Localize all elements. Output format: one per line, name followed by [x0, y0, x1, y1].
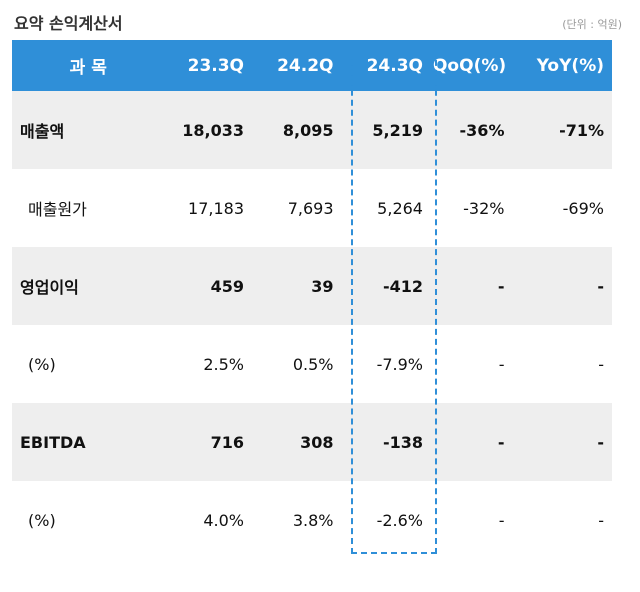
cell-23-3q: 2.5%: [203, 354, 245, 374]
cell-qoq: -: [498, 510, 505, 530]
page-title: 요약 손익계산서: [14, 14, 123, 33]
cell-yoy: -: [598, 510, 604, 530]
cell-yoy: -: [597, 432, 604, 452]
table-row-cogs: 매출원가 17,183 7,693 5,264 -32% -69%: [12, 169, 612, 247]
cell-qoq: -: [497, 432, 505, 452]
cell-yoy: -69%: [562, 198, 604, 218]
table-row-ebitda-margin: (%) 4.0% 3.8% -2.6% - -: [12, 481, 612, 559]
header-yoy: YoY(%): [522, 40, 612, 91]
row-label: 매출액: [20, 122, 65, 141]
table-row-op-margin: (%) 2.5% 0.5% -7.9% - -: [12, 325, 612, 403]
cell-24-2q: 308: [300, 432, 334, 452]
row-label: 영업이익: [20, 278, 79, 297]
cell-yoy: -: [597, 276, 604, 296]
row-label: EBITDA: [20, 432, 86, 452]
cell-24-3q: 5,219: [372, 120, 423, 140]
cell-24-2q: 0.5%: [292, 354, 334, 374]
header-item: 과 목: [12, 40, 165, 91]
table-row-revenue: 매출액 18,033 8,095 5,219 -36% -71%: [12, 91, 612, 169]
cell-24-2q: 8,095: [282, 120, 334, 140]
cell-23-3q: 459: [210, 276, 245, 296]
row-label: (%): [28, 354, 56, 374]
table-row-ebitda: EBITDA 716 308 -138 - -: [12, 403, 612, 481]
cell-24-2q: 7,693: [287, 198, 334, 218]
cell-24-2q: 3.8%: [292, 510, 334, 530]
cell-24-3q: -7.9%: [376, 354, 423, 374]
income-statement-table: 과 목 23.3Q 24.2Q 24.3Q QoQ(%) YoY(%) 매출액 …: [12, 40, 612, 559]
cell-qoq: -36%: [459, 120, 505, 140]
cell-24-3q: -412: [382, 276, 423, 296]
cell-qoq: -32%: [463, 198, 505, 218]
row-label: (%): [28, 510, 56, 530]
cell-23-3q: 716: [210, 432, 245, 452]
header-24-2q: 24.2Q: [254, 40, 344, 91]
cell-24-3q: -138: [382, 432, 423, 452]
cell-24-3q: -2.6%: [376, 510, 423, 530]
cell-23-3q: 18,033: [182, 120, 245, 140]
cell-23-3q: 4.0%: [203, 510, 245, 530]
cell-qoq: -: [498, 354, 505, 374]
cell-yoy: -71%: [559, 120, 604, 140]
cell-qoq: -: [497, 276, 505, 296]
table-row-operating-profit: 영업이익 459 39 -412 - -: [12, 247, 612, 325]
row-label: 매출원가: [28, 200, 87, 219]
cell-24-3q: 5,264: [377, 198, 423, 218]
header-23-3q: 23.3Q: [164, 40, 255, 91]
header-24-3q: 24.3Q: [343, 40, 433, 91]
cell-yoy: -: [598, 354, 604, 374]
cell-23-3q: 17,183: [188, 198, 245, 218]
header-qoq: QoQ(%): [432, 40, 523, 91]
table-header-row: 과 목 23.3Q 24.2Q 24.3Q QoQ(%) YoY(%): [12, 40, 612, 91]
cell-24-2q: 39: [311, 276, 334, 296]
unit-note: (단위 : 억원): [562, 18, 622, 31]
